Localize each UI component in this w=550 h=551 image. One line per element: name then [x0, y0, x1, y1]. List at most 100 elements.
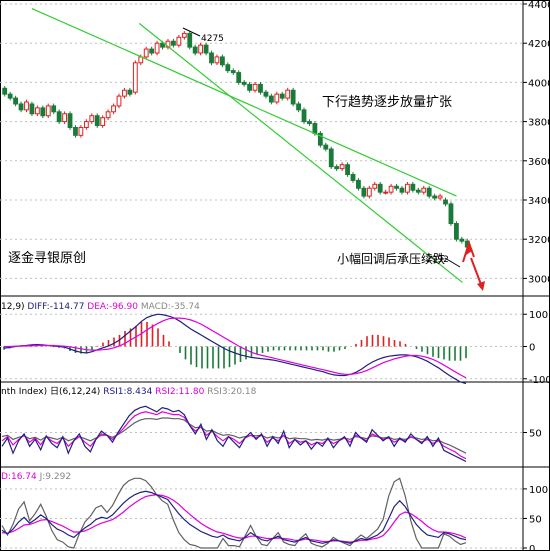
candle	[62, 113, 67, 123]
candle	[247, 83, 253, 91]
low-pointer	[444, 257, 461, 268]
candle	[78, 126, 84, 136]
candle	[317, 132, 323, 146]
candle	[192, 46, 198, 54]
macd-dea-line	[4, 317, 467, 379]
candle	[73, 126, 78, 136]
candle	[459, 238, 465, 242]
candle	[345, 164, 350, 176]
candle	[160, 42, 165, 48]
candle	[149, 48, 155, 54]
candle	[236, 72, 242, 83]
channel-upper-line	[31, 7, 457, 197]
candle	[45, 105, 51, 117]
candle	[94, 115, 100, 127]
candle	[181, 32, 187, 38]
candle	[40, 107, 46, 117]
candle	[410, 183, 416, 191]
candle	[334, 166, 340, 170]
candle	[372, 183, 378, 189]
arrow-down-head-icon	[477, 281, 485, 291]
y-tick-label: 4000	[528, 78, 550, 89]
kdj-k-line	[1, 490, 467, 544]
candle	[432, 195, 438, 199]
candle	[399, 187, 405, 193]
candle	[214, 56, 220, 64]
y-tick-label: 50	[529, 429, 542, 440]
candle	[154, 42, 160, 54]
candle	[453, 223, 459, 240]
candle	[83, 121, 89, 128]
candle	[279, 93, 285, 99]
y-tick-label: 3200	[528, 235, 550, 246]
candle	[263, 91, 269, 97]
candle	[56, 111, 62, 123]
candle	[339, 164, 345, 170]
candle	[415, 189, 421, 193]
candle	[198, 44, 204, 54]
y-tick-label: 3800	[528, 118, 550, 129]
candle	[209, 52, 214, 64]
candle	[366, 187, 372, 197]
candle	[388, 185, 394, 193]
candle	[13, 97, 19, 105]
candle	[18, 103, 24, 111]
candle	[105, 111, 111, 119]
y-tick-label: 4200	[528, 39, 550, 50]
candle	[127, 89, 133, 95]
y-tick-label: -100	[529, 375, 550, 386]
candle	[230, 70, 236, 74]
y-tick-label: 3000	[528, 274, 550, 285]
y-tick-label: 100	[529, 310, 548, 321]
y-tick-label: 4400	[528, 0, 550, 11]
candle	[268, 95, 274, 103]
candle	[67, 113, 73, 128]
candle	[328, 148, 334, 168]
candle	[383, 191, 389, 194]
candle	[51, 105, 57, 113]
peak-label: 4275	[201, 34, 224, 44]
y-tick-label: 0	[529, 343, 535, 354]
low-annotation: 小幅回调后承压续跌	[337, 251, 445, 266]
candle	[323, 144, 329, 150]
kdj-header: D:16.74 J:9.292	[1, 472, 71, 482]
rsi2-line	[1, 411, 467, 460]
candle	[29, 103, 35, 115]
candle	[307, 121, 312, 125]
candle	[361, 187, 367, 197]
candle	[350, 174, 356, 181]
candle	[448, 203, 454, 225]
candle	[2, 87, 8, 95]
candle	[225, 64, 231, 72]
y-tick-label: 3400	[528, 196, 550, 207]
candle	[219, 56, 225, 66]
candle	[24, 101, 29, 111]
candle	[421, 187, 427, 193]
macd-header: 12,9) DIFF:-114.77 DEA:-96.90 MACD:-35.7…	[1, 302, 200, 312]
candle	[116, 95, 122, 107]
candle	[426, 187, 432, 197]
candle	[258, 83, 263, 93]
candle	[143, 48, 149, 58]
candle	[241, 81, 247, 85]
candle	[176, 36, 182, 46]
candle	[122, 89, 127, 97]
y-tick-label: 50	[529, 514, 542, 525]
candle	[394, 185, 399, 189]
y-tick-label: 3600	[528, 157, 550, 168]
y-tick-label: 0	[529, 544, 535, 551]
rsi-header: nth Index) 日(6,12,24) RSI1:8.434 RSI2:11…	[1, 386, 257, 397]
candle	[296, 103, 301, 111]
candle	[132, 62, 138, 93]
candle	[111, 105, 116, 113]
candle	[252, 83, 258, 91]
rsi3-line	[1, 417, 467, 454]
candle	[437, 195, 443, 199]
low-label: 2992	[426, 255, 449, 265]
candle	[100, 117, 106, 127]
macd-diff-line	[3, 313, 467, 385]
candle	[312, 123, 318, 134]
candle	[285, 89, 291, 99]
